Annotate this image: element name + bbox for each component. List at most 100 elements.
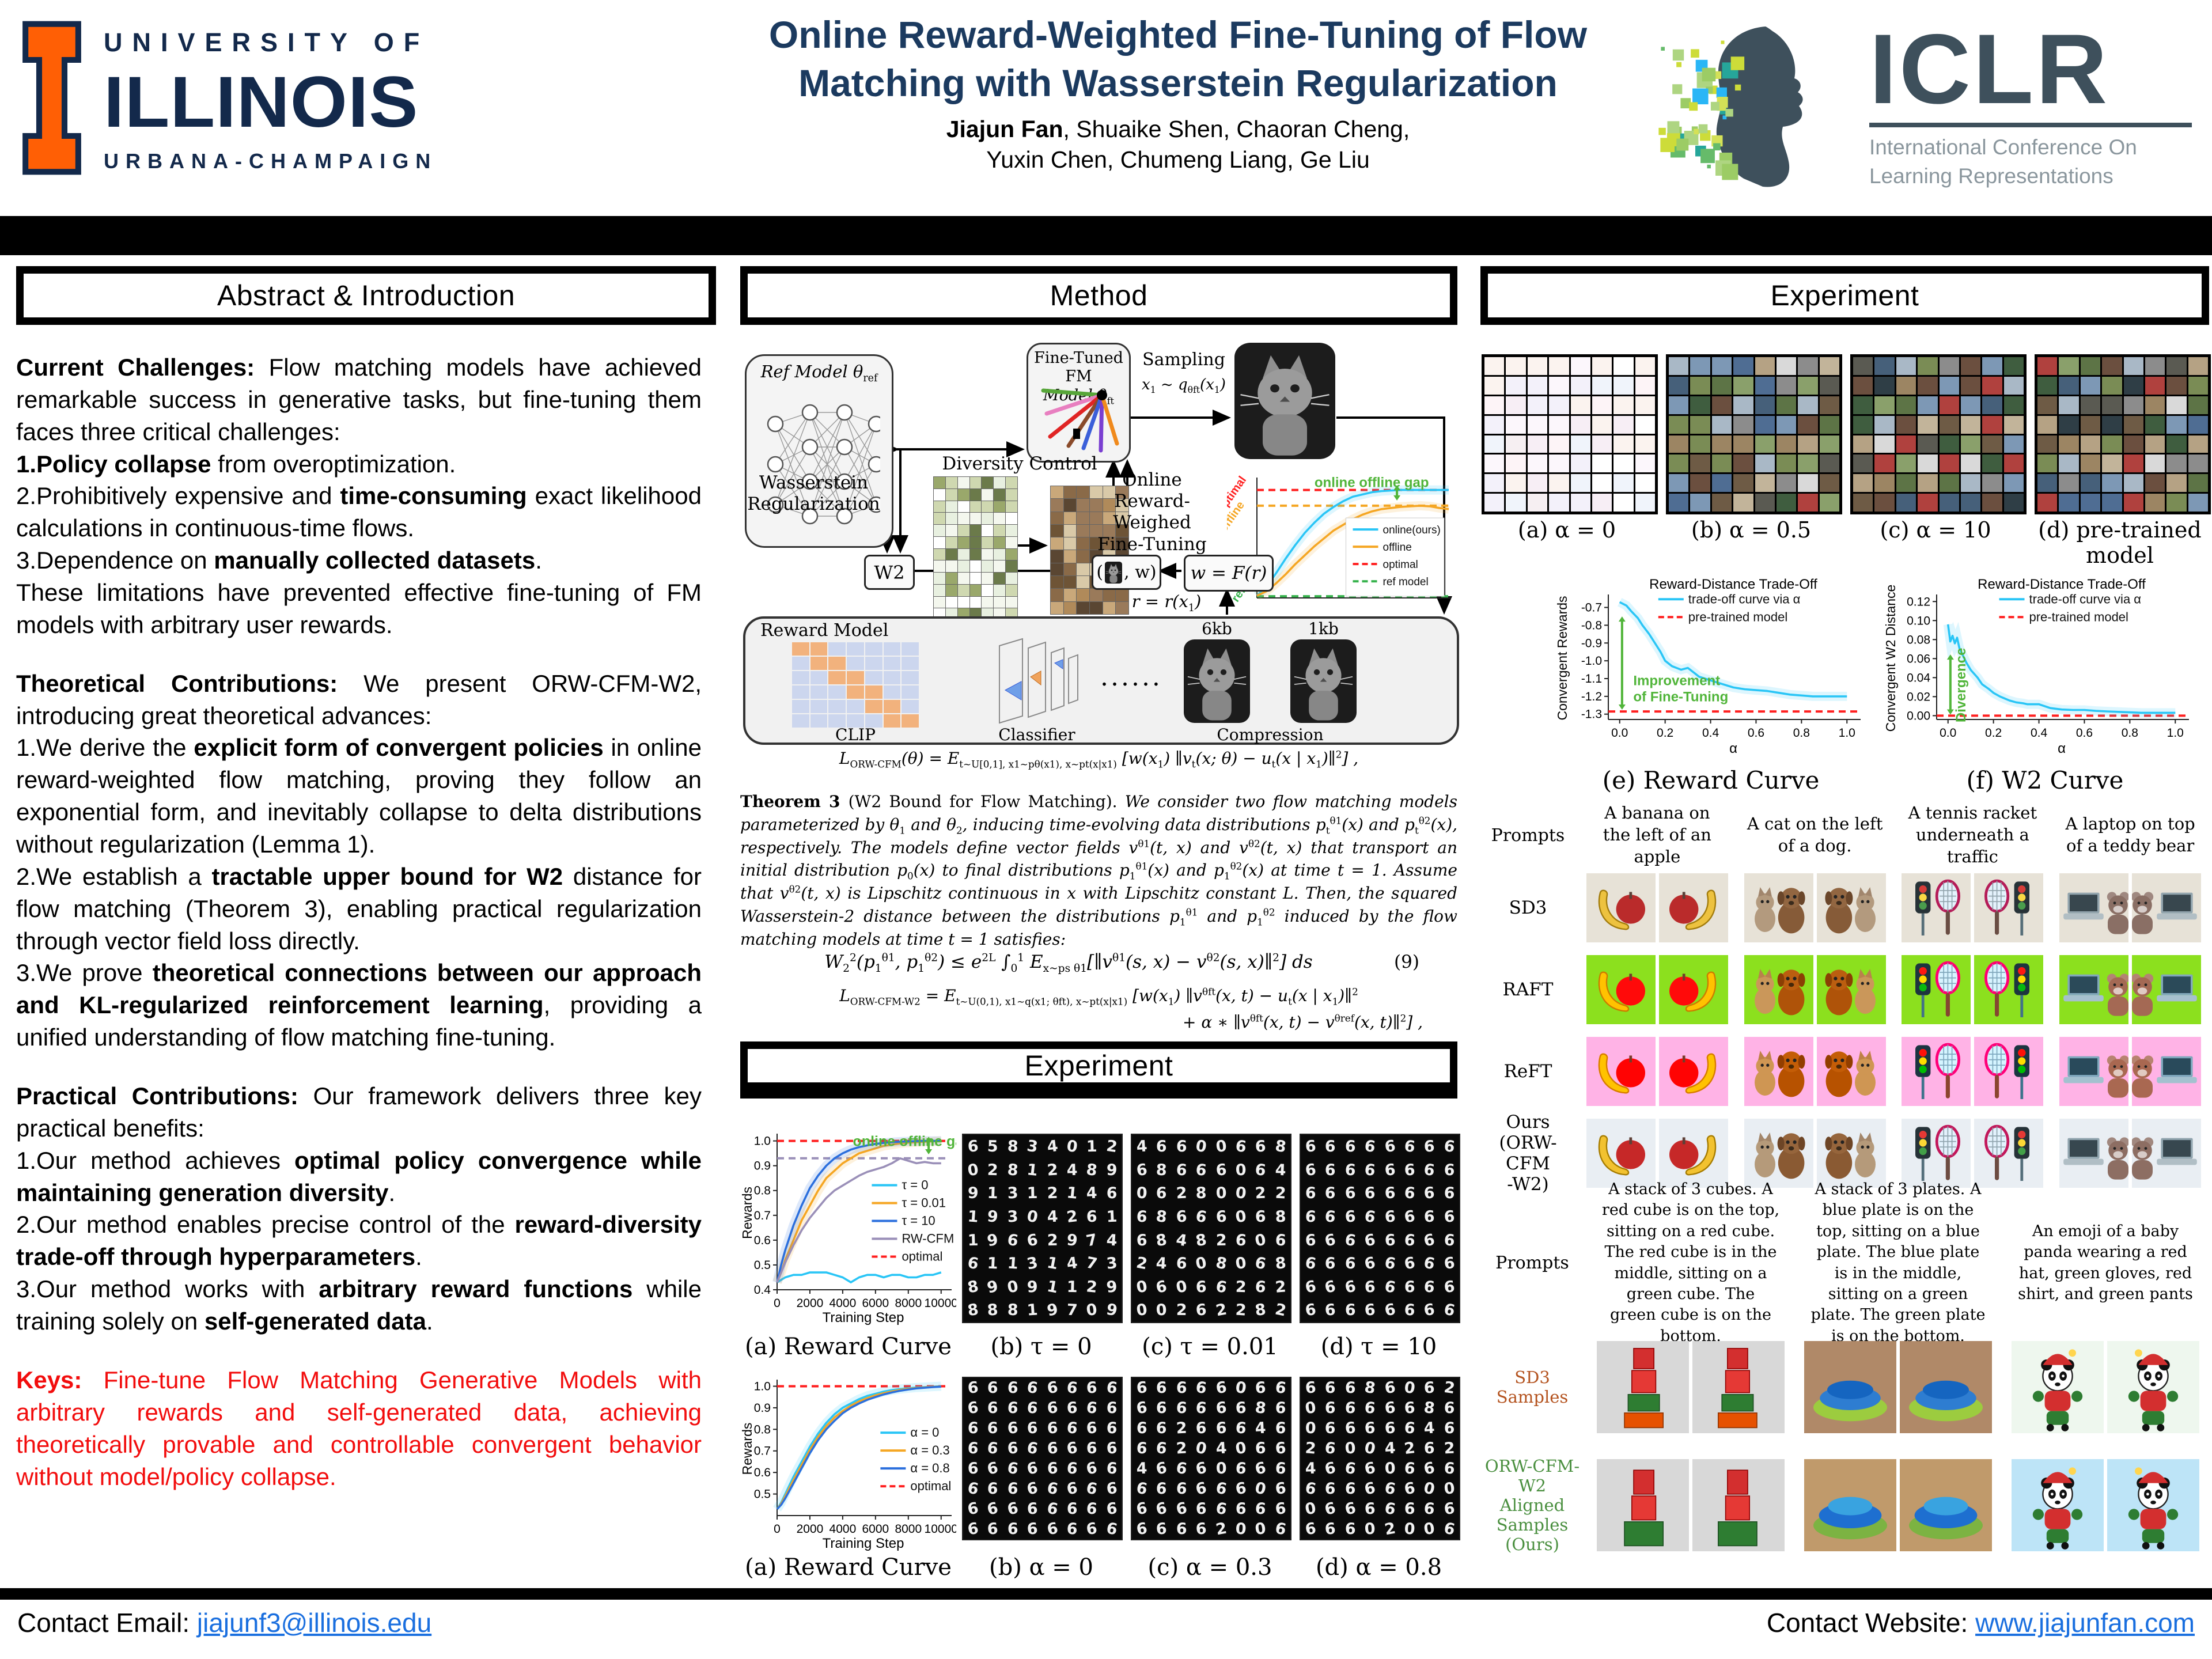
mnist-digit: 0 <box>1384 1459 1396 1478</box>
thumb-cell <box>1570 415 1590 434</box>
thumb-cell <box>1798 454 1818 473</box>
mnist-digit: 6 <box>1086 1439 1097 1458</box>
poster-title-line2: Matching with Wasserstein Regularization <box>798 62 1558 105</box>
thumb-cell <box>1798 357 1818 375</box>
mnist-digit: 8 <box>1156 1161 1168 1179</box>
contact-email-link[interactable]: jiajunf3@illinois.edu <box>196 1608 432 1638</box>
mnist-digit: 2 <box>1235 1278 1247 1296</box>
thumb-cell <box>1690 435 1710 453</box>
cubes-ours-image <box>1692 1459 1785 1551</box>
brain-pixel <box>1710 101 1719 111</box>
thumb-cell <box>934 560 945 572</box>
mnist-digit: 4 <box>1156 1254 1168 1273</box>
compression-label: Compression <box>1217 725 1324 744</box>
mnist-digit: 6 <box>1274 1230 1287 1249</box>
mnist-digit: 6 <box>966 1519 980 1539</box>
thumb-cell <box>1982 415 2002 434</box>
thumb-cell <box>1527 376 1548 395</box>
thumb-cell <box>1592 474 1612 493</box>
t1-prompt-1: A cat on the left of a dog. <box>1747 814 1883 855</box>
mnist-digit: 6 <box>1066 1520 1078 1539</box>
mnist-digit: 6 <box>1026 1399 1039 1418</box>
fine-tuned-label1: Fine-Tuned FM <box>1034 349 1123 386</box>
para-keys: Keys: Fine-tune Flow Matching Generative… <box>16 1366 702 1490</box>
mnist-digit: 6 <box>1156 1378 1168 1397</box>
mnist-digit: 6 <box>1403 1419 1416 1438</box>
thumb-cell <box>1484 474 1505 493</box>
mnist-digit: 0 <box>1005 1277 1020 1297</box>
mnist-digit: 0 <box>1174 1277 1189 1297</box>
mnist-digit: 6 <box>1344 1479 1357 1498</box>
sampled-cat-image <box>1234 343 1335 459</box>
thumb-cell <box>1896 396 1916 414</box>
thumb-cell <box>2037 494 2058 512</box>
poster-title-line1: Online Reward-Weighted Fine-Tuning of Fl… <box>768 13 1588 56</box>
laptop-bear-image <box>2059 1119 2129 1188</box>
mnist-digit: 6 <box>1235 1399 1247 1418</box>
svg-text:-1.2: -1.2 <box>1581 690 1602 703</box>
brain-pixel <box>1725 109 1733 117</box>
svg-text:0.5: 0.5 <box>754 1488 771 1501</box>
clip-cell <box>810 700 828 713</box>
thumb-cell <box>2059 415 2079 434</box>
thumb-cell <box>957 596 969 608</box>
mnist-digit: 6 <box>1135 1439 1148 1458</box>
mnist-digit: 6 <box>1175 1399 1188 1418</box>
mnist-digit: 0 <box>1156 1301 1168 1320</box>
mnist-digit: 6 <box>1046 1439 1058 1458</box>
thumb-cell <box>1982 435 2002 453</box>
thumb-cell <box>1116 524 1128 537</box>
mnist-digit: 6 <box>1363 1207 1377 1227</box>
size-6kb-label: 6kb <box>1202 619 1232 638</box>
reward-eval-label: r = r(x1) <box>1131 592 1202 614</box>
thumb-cell <box>2123 494 2143 512</box>
thumb-cell <box>1669 435 1689 453</box>
laptop-bear-image <box>2132 955 2202 1024</box>
thumb-cell <box>982 584 994 596</box>
thumb-cell <box>1960 376 1981 395</box>
contact-website-link[interactable]: www.jiajunfan.com <box>1975 1608 2195 1638</box>
mnist-digit: 6 <box>1324 1439 1337 1458</box>
mnist-digit: 6 <box>1086 1207 1097 1226</box>
mnist-digit: 4 <box>1136 1459 1147 1478</box>
thumb-cell <box>994 477 1006 488</box>
mnist-digit: 6 <box>1273 1519 1288 1539</box>
thumb-cell <box>982 548 994 560</box>
t1-cell-3-1 <box>1739 1115 1891 1191</box>
mnist-digit: 6 <box>1443 1277 1456 1297</box>
thumb-cell <box>1669 357 1689 375</box>
brain-pixel <box>1667 121 1680 134</box>
thumb-cell <box>2145 415 2165 434</box>
mnist-digit: 6 <box>1305 1184 1317 1203</box>
mnist-digit: 6 <box>1363 1479 1377 1499</box>
mnist-digit: 6 <box>987 1520 999 1539</box>
mnist-digit: 6 <box>1215 1207 1227 1226</box>
thumb-cell <box>1592 454 1612 473</box>
brain-pixel <box>1722 115 1727 120</box>
brain-pixel <box>1672 49 1684 61</box>
t1-cell-1-0 <box>1581 952 1733 1028</box>
svg-text:0.6: 0.6 <box>754 1234 771 1247</box>
mnist-digit: 6 <box>1384 1184 1396 1203</box>
mnist-digit: 1 <box>1066 1184 1078 1203</box>
thumb-cell <box>1982 454 2002 473</box>
thumb-cell <box>945 573 957 584</box>
abstract-body: Current Challenges: Flow matching models… <box>16 351 702 1519</box>
mnist-digit: 6 <box>967 1137 979 1156</box>
mnist-digit: 6 <box>1194 1459 1209 1479</box>
mnist-digit: 6 <box>1364 1419 1376 1438</box>
racket-light-image <box>1902 873 1971 942</box>
mnist-digit: 6 <box>1364 1184 1376 1203</box>
mnist-digit: 6 <box>1025 1438 1040 1459</box>
svg-text:0: 0 <box>774 1297 781 1310</box>
thumb-cell <box>1874 435 1895 453</box>
svg-text:10000: 10000 <box>925 1522 956 1536</box>
thumb-cell <box>1051 550 1063 563</box>
thumb-cell <box>934 548 945 560</box>
thumb-cell <box>1613 357 1634 375</box>
thumb-cell <box>2059 435 2079 453</box>
thumb-cell <box>2123 415 2143 434</box>
thumb-cell <box>1982 494 2002 512</box>
